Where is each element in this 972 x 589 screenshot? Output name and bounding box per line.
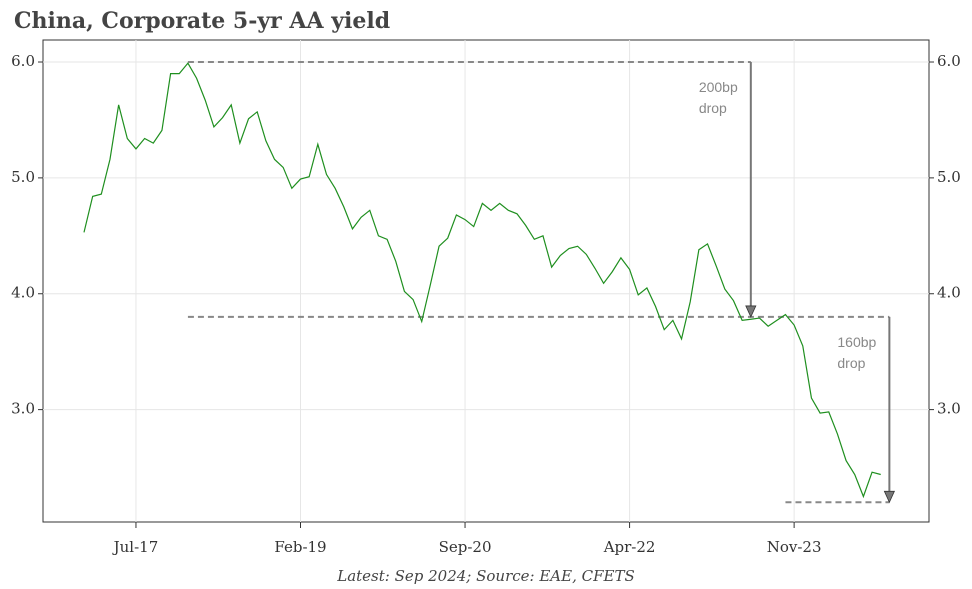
data-line	[83, 62, 881, 499]
annotation: 200bp	[699, 79, 738, 95]
y-tick-label: 4.0	[11, 284, 35, 302]
x-tick-label: Sep-20	[439, 538, 492, 556]
annotation: drop	[837, 355, 865, 371]
y2-tick-label: 4.0	[937, 284, 961, 302]
x-tick-label: Nov-23	[767, 538, 822, 556]
x-tick-label: Feb-19	[274, 538, 326, 556]
arrow-head	[883, 490, 896, 504]
x-tick-label: Jul-17	[112, 538, 159, 556]
y2-tick-label: 6.0	[937, 52, 961, 70]
annotation: drop	[699, 100, 727, 116]
y-tick-label: 5.0	[11, 168, 35, 186]
y-tick-label: 3.0	[11, 400, 35, 418]
chart-title: China, Corporate 5-yr AA yield	[14, 8, 390, 34]
y2-tick-label: 5.0	[937, 168, 961, 186]
x-tick-label: Apr-22	[603, 538, 656, 556]
arrow-head	[745, 305, 757, 318]
y2-tick-label: 3.0	[937, 400, 961, 418]
y-tick-label: 6.0	[11, 52, 35, 70]
footnote: Latest: Sep 2024; Source: EAE, CFETS	[336, 567, 635, 585]
plot-frame	[42, 39, 930, 523]
annotation: 160bp	[837, 334, 876, 350]
